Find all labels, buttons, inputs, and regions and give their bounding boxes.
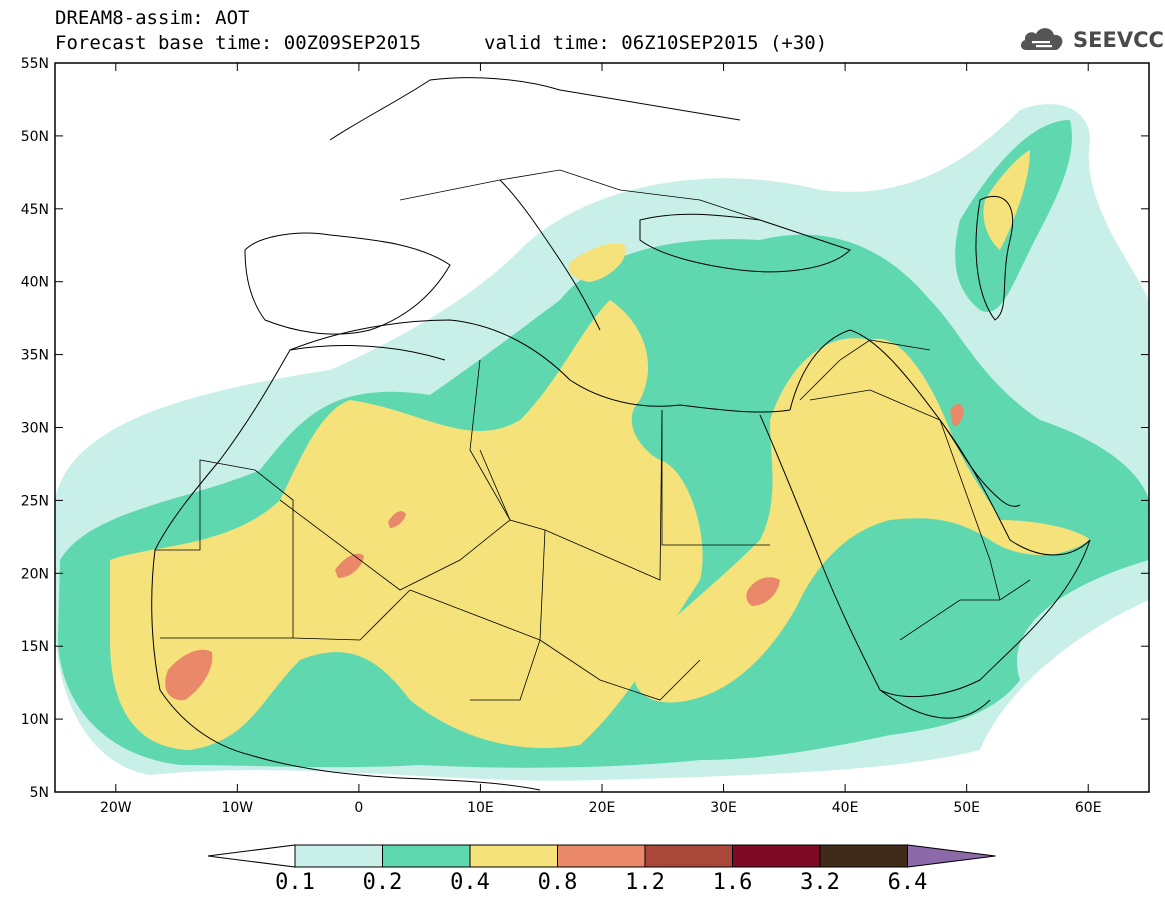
y-tick-label: 40N (21, 275, 49, 291)
y-tick-label: 25N (21, 493, 49, 509)
aot-band-0.8-west (165, 649, 213, 701)
aot-band-0.8-sudan (746, 577, 780, 606)
colorbar-box (294, 844, 383, 868)
x-tick-label: 20W (100, 800, 132, 816)
coastlines (151, 77, 1091, 791)
x-tick-label: 30E (710, 800, 737, 816)
colorbar-box (469, 844, 558, 868)
axis-ticks: 20W 10W 0 10E 20E 30E 40E 50E 60E 55N 50N 45N 40N 35N… (21, 56, 1149, 816)
border-saudi (809, 389, 1001, 601)
x-tick-label: 60E (1075, 800, 1102, 816)
colorbar-min-arrow (207, 844, 296, 868)
coast-persian-gulf (939, 419, 1021, 507)
x-tick-label: 10E (467, 800, 494, 816)
y-tick-label: 5N (30, 785, 49, 801)
colorbar-label: 1.2 (625, 870, 665, 895)
aot-band-0.4-balkans (568, 243, 626, 282)
colorbar-label: 0.1 (275, 870, 315, 895)
colorbar-label: 1.6 (713, 870, 753, 895)
colorbar-label: 0.4 (450, 870, 490, 895)
y-tick-label: 50N (21, 129, 49, 145)
x-tick-label: 40E (832, 800, 859, 816)
coast-arabia (789, 329, 1091, 697)
colorbar-label: 0.2 (363, 870, 403, 895)
aot-band-0.8-sahara (335, 553, 364, 578)
colorbar: 0.1 0.2 0.4 0.8 1.2 1.6 3.2 6.4 (207, 844, 996, 895)
borders (155, 169, 1031, 701)
coast-gulf-guinea (249, 754, 541, 791)
y-tick-label: 30N (21, 421, 49, 437)
aot-band-0.4-arabia (633, 338, 1090, 703)
coast-red-sea (759, 414, 881, 691)
valid-time: valid time: 06Z10SEP2015 (+30) (484, 32, 828, 54)
border-algeria (279, 359, 511, 591)
aot-band-0.8-gulf (950, 404, 964, 427)
border-mali (292, 589, 411, 641)
border-europe (399, 169, 761, 221)
aot-field (55, 104, 1149, 781)
coast-italy (499, 179, 601, 331)
y-tick-label: 10N (21, 712, 49, 728)
cloud-icon (1020, 28, 1063, 50)
border-yemen (899, 579, 1031, 641)
seevccc-logo: SEEVCCC (1018, 22, 1165, 56)
x-tick-label: 0 (354, 800, 363, 816)
coast-caspian (975, 195, 1014, 321)
x-tick-label: 10W (221, 800, 253, 816)
colorbar-label: 6.4 (888, 870, 928, 895)
x-tick-label: 20E (589, 800, 616, 816)
aot-band-0.4-east (983, 150, 1030, 250)
colorbar-label: 0.8 (538, 870, 578, 895)
map-title: DREAM8-assim: AOT (55, 7, 250, 29)
coast-black-sea (639, 213, 851, 273)
colorbar-box (382, 844, 471, 868)
colorbar-box (819, 844, 908, 868)
coast-iberia (244, 232, 451, 335)
aot-band-0.8-sahara2 (388, 511, 406, 528)
colorbar-box (557, 844, 646, 868)
aot-band-0.4 (110, 300, 703, 750)
y-tick-label: 45N (21, 202, 49, 218)
y-tick-label: 35N (21, 348, 49, 364)
border-egypt (661, 410, 770, 546)
y-tick-label: 55N (21, 56, 49, 72)
colorbar-label: 3.2 (800, 870, 840, 895)
coast-horn-africa (879, 689, 991, 719)
colorbar-max-arrow (907, 844, 996, 868)
coast-north-africa (289, 319, 791, 413)
coast-europe-north (329, 77, 741, 141)
border-iraq (799, 339, 931, 401)
forecast-base-time: Forecast base time: 00Z09SEP2015 (55, 32, 422, 54)
colorbar-box (732, 844, 821, 868)
border-sudan (539, 529, 701, 701)
colorbar-box (644, 844, 733, 868)
y-tick-label: 20N (21, 566, 49, 582)
logo-text: SEEVCCC (1073, 28, 1165, 52)
x-tick-label: 50E (953, 800, 980, 816)
coast-west-africa (151, 345, 446, 756)
y-tick-label: 15N (21, 639, 49, 655)
border-chad (409, 589, 541, 701)
